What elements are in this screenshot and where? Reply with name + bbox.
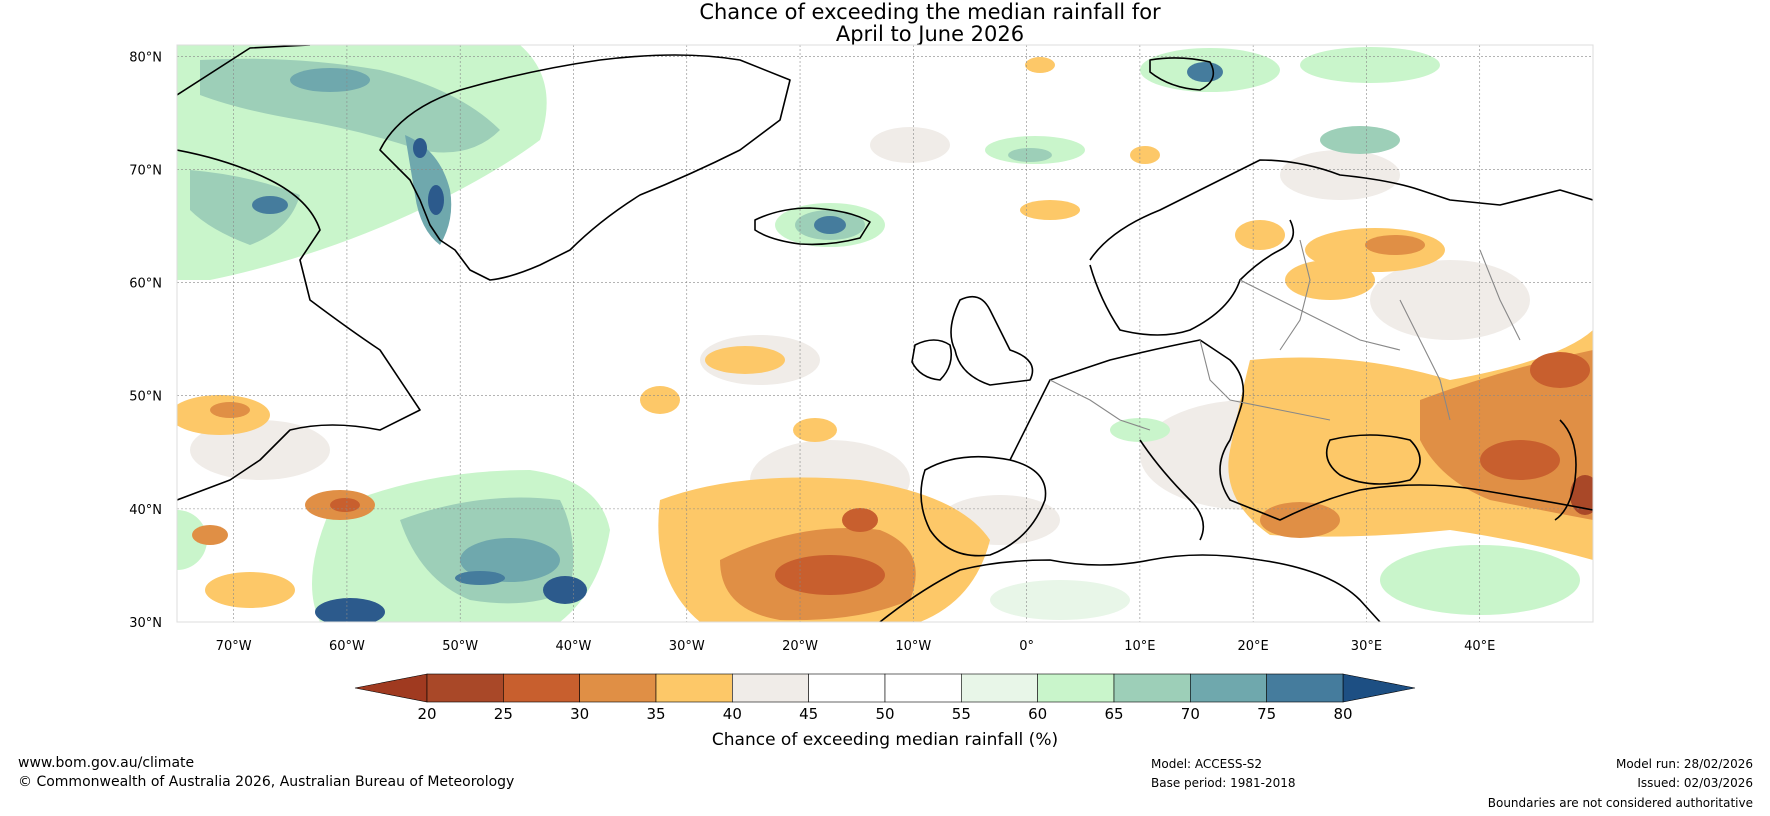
colorbar-tick-label: 45 (799, 705, 818, 723)
colorbar-swatch (426, 673, 504, 703)
colorbar-swatch (1113, 673, 1191, 703)
colorbar-swatch (884, 673, 962, 703)
lat-tick-label: 40°N (129, 503, 162, 518)
lon-tick-label: 10°E (1124, 639, 1155, 654)
colorbar-label: Chance of exceeding median rainfall (%) (712, 730, 1058, 750)
colorbar-tick-label: 50 (875, 705, 894, 723)
lon-tick-label: 40°E (1464, 639, 1495, 654)
lon-tick-label: 40°W (556, 639, 592, 654)
map-coastlines (177, 45, 1593, 622)
lon-tick-label: 60°W (329, 639, 365, 654)
lon-tick-label: 70°W (216, 639, 252, 654)
caspian-coastline (1554, 419, 1577, 521)
lat-tick-label: 30°N (129, 616, 162, 631)
website-text: www.bom.gov.au/climate (18, 755, 195, 771)
map-title-line1: Chance of exceeding the median rainfall … (699, 0, 1161, 24)
colorbar-tick-label: 70 (1181, 705, 1200, 723)
europe-west-coastline (1089, 159, 1593, 261)
iberia-coastline (920, 455, 1047, 557)
svalbard-coastline (1149, 57, 1215, 91)
colorbar-swatch (655, 673, 733, 703)
lon-tick-label: 50°W (442, 639, 478, 654)
lon-tick-label: 20°E (1238, 639, 1269, 654)
colorbar-swatch (961, 673, 1038, 703)
lat-tick-label: 70°N (129, 163, 162, 178)
lat-tick-label: 60°N (129, 277, 162, 292)
colorbar-swatch (579, 673, 657, 703)
colorbar-swatch (1190, 673, 1267, 703)
lon-tick-label: 30°W (669, 639, 705, 654)
colorbar: 20 25 30 35 40 45 50 55 60 65 70 75 80 (354, 673, 1416, 723)
lon-tick-label: 30°E (1351, 639, 1382, 654)
iceland-coastline (754, 207, 871, 246)
colorbar-tick-label: 55 (952, 705, 971, 723)
colorbar-tick-label: 80 (1333, 705, 1352, 723)
colorbar-swatch (1266, 673, 1344, 703)
colorbar-tick-label: 60 (1028, 705, 1047, 723)
canada-coastline (177, 149, 421, 501)
colorbar-tick-label: 25 (494, 705, 513, 723)
colorbar-swatch (808, 673, 886, 703)
model-text: Model: ACCESS-S2 (1151, 757, 1263, 771)
greenland-coastline (379, 54, 791, 281)
copyright-text: © Commonwealth of Australia 2026, Austra… (18, 774, 515, 790)
colorbar-tick-label: 75 (1257, 705, 1276, 723)
scandinavia-coastline (1089, 219, 1295, 336)
country-borders (1049, 239, 1521, 431)
lon-tick-label: 10°W (895, 639, 931, 654)
lat-tick-label: 80°N (129, 50, 162, 65)
colorbar-tick-label: 30 (570, 705, 589, 723)
colorbar-swatch (503, 673, 580, 703)
issued-text: Issued: 02/03/2026 (1637, 776, 1753, 790)
wet-probability-areas (177, 45, 1580, 622)
ireland-coastline (911, 339, 953, 381)
britain-coastline (950, 295, 1034, 386)
lon-tick-label: 20°W (782, 639, 818, 654)
colorbar-swatch (732, 673, 809, 703)
colorbar-tick-label: 40 (723, 705, 742, 723)
italy-coastline (1139, 439, 1205, 541)
africa-coastline (879, 554, 1381, 622)
longitude-axis: 70°W 60°W 50°W 40°W 30°W 20°W 10°W 0° 10°E 20°E 30… (216, 639, 1496, 654)
model-run-text: Model run: 28/02/2026 (1615, 757, 1753, 771)
colorbar-swatch (1037, 673, 1115, 703)
map-area (177, 45, 1593, 622)
lon-tick-label: 0° (1019, 639, 1034, 654)
colorbar-tick-label: 65 (1104, 705, 1123, 723)
map-frame (176, 44, 1594, 623)
base-period-text: Base period: 1981-2018 (1151, 776, 1296, 790)
black-sea-coastline (1325, 434, 1421, 485)
colorbar-tick-label: 35 (646, 705, 665, 723)
lat-tick-label: 50°N (129, 390, 162, 405)
continental-europe-coastline (1009, 339, 1593, 521)
colorbar-high-extension (1342, 673, 1416, 703)
colorbar-low-extension (354, 673, 428, 703)
map-title-line2: April to June 2026 (835, 22, 1025, 46)
colorbar-tick-label: 20 (417, 705, 436, 723)
canada-arctic-coastline (177, 45, 311, 96)
disclaimer-text: Boundaries are not considered authoritat… (1487, 796, 1753, 810)
latitude-axis: 80°N 70°N 60°N 50°N 40°N 30°N (129, 50, 162, 631)
